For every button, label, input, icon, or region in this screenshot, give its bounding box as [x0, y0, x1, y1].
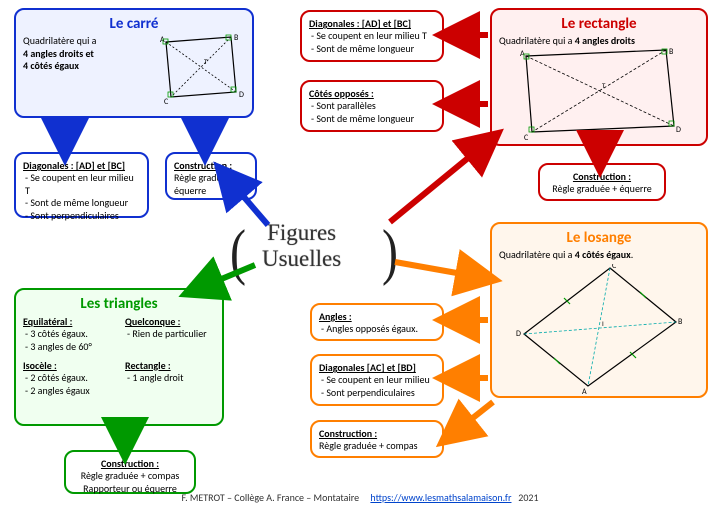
square-diag-list: Se coupent en leur milieu T Sont de même… — [23, 172, 140, 222]
svg-text:A: A — [160, 35, 165, 45]
rect-construction-box: Construction : Règle graduée + équerre — [538, 163, 666, 201]
tri-col-left: Equilatéral : 3 côtés égaux. 3 angles de… — [23, 315, 113, 397]
square-box: Le carré Quadrilatère qui a 4 angles dro… — [14, 8, 254, 118]
center-line1: Figures — [262, 220, 341, 246]
rect-constr: Règle graduée + équerre — [547, 183, 657, 196]
svg-text:C: C — [524, 133, 529, 143]
rect-title: Le rectangle — [499, 15, 699, 33]
tri-col-right: Quelconque : Rien de particulier Rectang… — [125, 315, 215, 397]
footer-author: F. METROT – Collège A. France – Montatai… — [181, 491, 359, 504]
rect-diag-list: Se coupent en leur milieu T Sont de même… — [309, 30, 435, 55]
rect-sides-list: Sont parallèles Sont de même longueur — [309, 100, 435, 125]
footer: F. METROT – Collège A. France – Montatai… — [0, 491, 720, 504]
svg-text:D: D — [239, 90, 244, 100]
rect-figure: AB CD T — [516, 48, 686, 143]
rect-def: Quadrilatère qui a 4 angles droits — [499, 35, 699, 48]
tri-title: Les triangles — [23, 295, 215, 313]
svg-text:B: B — [234, 33, 239, 43]
rhom-diag-box: Diagonales [AC] et [BD] Se coupent en le… — [310, 354, 444, 406]
svg-text:C: C — [612, 264, 617, 271]
rhom-title: Le losange — [499, 229, 699, 247]
square-figure: A B C D T — [146, 32, 246, 112]
svg-text:B: B — [678, 317, 683, 327]
square-construction-box: Construction : Règle graduée + équerre — [165, 152, 257, 200]
square-title: Le carré — [23, 15, 245, 33]
svg-text:D: D — [676, 125, 681, 135]
svg-text:T: T — [602, 81, 606, 90]
rhombus-box: Le losange Quadrilatère qui a 4 côtés ég… — [490, 222, 708, 398]
svg-text:I: I — [602, 319, 604, 328]
svg-text:B: B — [669, 48, 674, 57]
rectangle-box: Le rectangle Quadrilatère qui a 4 angles… — [490, 8, 708, 146]
paren-left: ( — [230, 217, 246, 289]
footer-link[interactable]: https://www.lesmathsalamaison.fr — [370, 491, 511, 504]
footer-year: 2021 — [518, 491, 538, 504]
triangles-box: Les triangles Equilatéral : 3 côtés égau… — [14, 288, 224, 426]
tri-construction-box: Construction : Règle graduée + compas Ra… — [64, 450, 196, 494]
rect-sides-box: Côtés opposés : Sont parallèles Sont de … — [300, 80, 444, 132]
svg-text:T: T — [204, 57, 208, 66]
center-line2: Usuelles — [262, 246, 341, 272]
tri-columns: Equilatéral : 3 côtés égaux. 3 angles de… — [23, 315, 215, 397]
rhom-def: Quadrilatère qui a 4 côtés égaux. — [499, 249, 699, 262]
rect-diagonals-box: Diagonales : [AD] et [BC] Se coupent en … — [300, 10, 444, 62]
rhom-construction-box: Construction : Règle graduée + compas — [310, 420, 444, 458]
rhom-figure: C B A D I — [510, 264, 690, 394]
square-diagonals-box: Diagonales : [AD] et [BC] Se coupent en … — [14, 152, 149, 218]
svg-text:D: D — [516, 329, 521, 339]
paren-right: ) — [382, 217, 398, 289]
square-constr: Règle graduée + équerre — [174, 172, 248, 197]
svg-text:A: A — [582, 387, 587, 394]
svg-text:C: C — [164, 97, 169, 107]
center-title: Figures Usuelles — [262, 220, 341, 272]
rhom-angles-box: Angles : Angles opposés égaux. — [310, 303, 444, 341]
